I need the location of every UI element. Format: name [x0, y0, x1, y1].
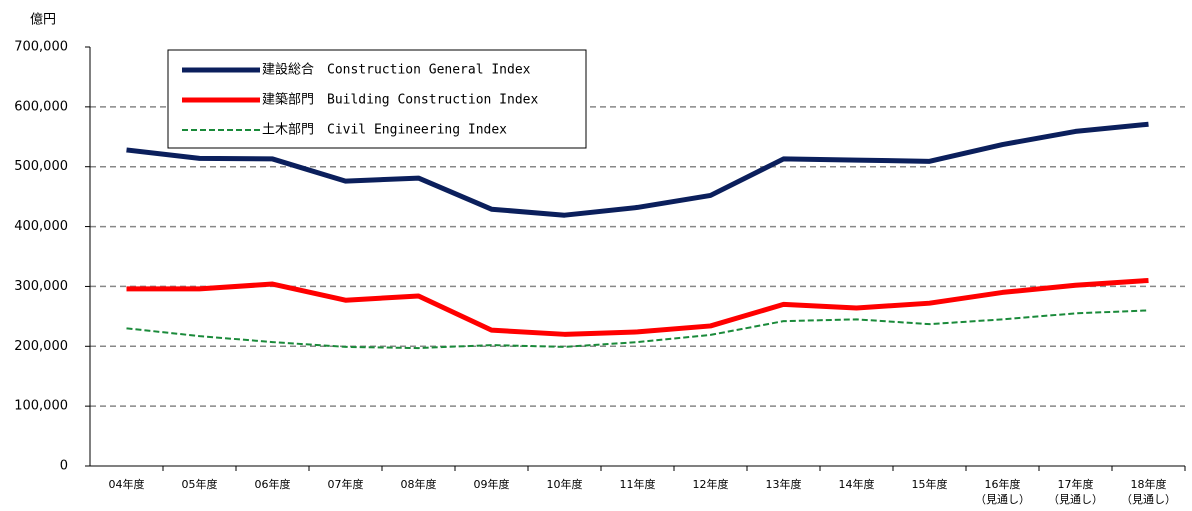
y-axis-label: 億円 [30, 12, 56, 28]
x-tick-label: 16年度 （見通し） [975, 478, 1030, 506]
x-tick-label: 17年度 （見通し） [1048, 478, 1103, 506]
legend-label: 建築部門 Building Construction Index [262, 93, 538, 108]
series-line [126, 309, 1149, 350]
x-tick-label: 10年度 [546, 478, 583, 491]
x-tick-label: 04年度 [108, 478, 145, 491]
y-tick-label: 300,000 [14, 279, 68, 294]
x-tick-label: 06年度 [254, 478, 291, 491]
y-tick-label: 400,000 [14, 219, 68, 234]
y-tick-label: 500,000 [14, 159, 68, 174]
x-tick-label: 13年度 [765, 478, 802, 491]
x-tick-label: 11年度 [619, 478, 656, 491]
x-tick-label: 15年度 [911, 478, 948, 491]
x-tick-label: 18年度 （見通し） [1121, 478, 1176, 506]
y-tick-label: 700,000 [14, 40, 68, 55]
x-tick-label: 07年度 [327, 478, 364, 491]
y-tick-label: 100,000 [14, 399, 68, 414]
x-tick-label: 08年度 [400, 478, 437, 491]
x-tick-label: 05年度 [181, 478, 218, 491]
series-line [126, 121, 1149, 218]
legend-label: 建設総合 Construction General Index [262, 62, 531, 78]
legend-label: 土木部門 Civil Engineering Index [262, 123, 507, 138]
y-tick-label: 600,000 [14, 99, 68, 114]
x-tick-label: 09年度 [473, 478, 510, 491]
y-tick-label: 200,000 [14, 339, 68, 354]
series-line [126, 277, 1149, 337]
y-tick-label: 0 [60, 459, 68, 474]
x-tick-label: 14年度 [838, 478, 875, 491]
x-tick-label: 12年度 [692, 478, 729, 491]
